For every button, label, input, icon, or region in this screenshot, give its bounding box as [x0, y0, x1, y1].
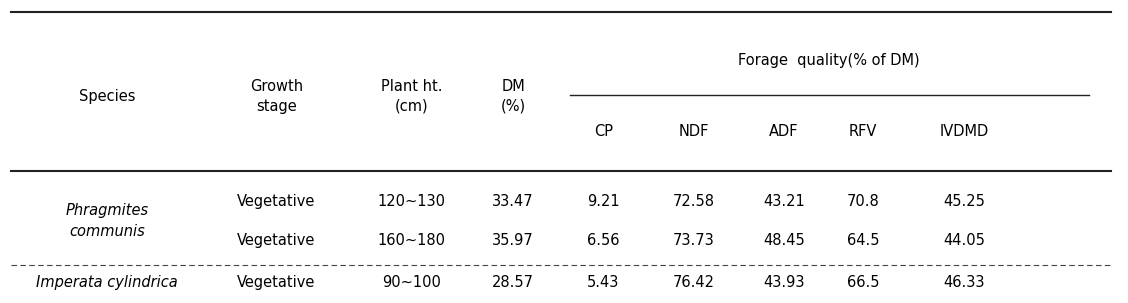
Text: IVDMD: IVDMD: [940, 124, 989, 139]
Text: Forage  quality(% of DM): Forage quality(% of DM): [738, 53, 920, 68]
Text: 76.42: 76.42: [672, 275, 715, 290]
Text: Vegetative: Vegetative: [237, 233, 316, 248]
Text: 66.5: 66.5: [847, 275, 879, 290]
Text: 6.56: 6.56: [588, 233, 619, 248]
Text: Species: Species: [79, 89, 135, 104]
Text: 45.25: 45.25: [943, 194, 986, 209]
Text: NDF: NDF: [679, 124, 708, 139]
Text: CP: CP: [594, 124, 613, 139]
Text: Plant ht.
(cm): Plant ht. (cm): [381, 79, 442, 114]
Text: Phragmites
communis: Phragmites communis: [65, 203, 149, 239]
Text: 48.45: 48.45: [763, 233, 805, 248]
Text: ADF: ADF: [769, 124, 799, 139]
Text: Vegetative: Vegetative: [237, 275, 316, 290]
Text: Vegetative: Vegetative: [237, 194, 316, 209]
Text: 5.43: 5.43: [588, 275, 619, 290]
Text: 46.33: 46.33: [944, 275, 985, 290]
Text: 120∼130: 120∼130: [378, 194, 446, 209]
Text: RFV: RFV: [848, 124, 878, 139]
Text: 33.47: 33.47: [493, 194, 534, 209]
Text: 43.93: 43.93: [764, 275, 804, 290]
Text: 35.97: 35.97: [492, 233, 535, 248]
Text: 9.21: 9.21: [588, 194, 619, 209]
Text: 70.8: 70.8: [846, 194, 880, 209]
Text: 90∼100: 90∼100: [382, 275, 441, 290]
Text: 28.57: 28.57: [492, 275, 535, 290]
Text: Imperata cylindrica: Imperata cylindrica: [36, 275, 178, 290]
Text: Growth
stage: Growth stage: [249, 79, 303, 114]
Text: 160∼180: 160∼180: [378, 233, 446, 248]
Text: 73.73: 73.73: [672, 233, 715, 248]
Text: 64.5: 64.5: [847, 233, 879, 248]
Text: 43.21: 43.21: [763, 194, 805, 209]
Text: DM
(%): DM (%): [501, 79, 526, 114]
Text: 72.58: 72.58: [672, 194, 715, 209]
Text: 44.05: 44.05: [943, 233, 986, 248]
